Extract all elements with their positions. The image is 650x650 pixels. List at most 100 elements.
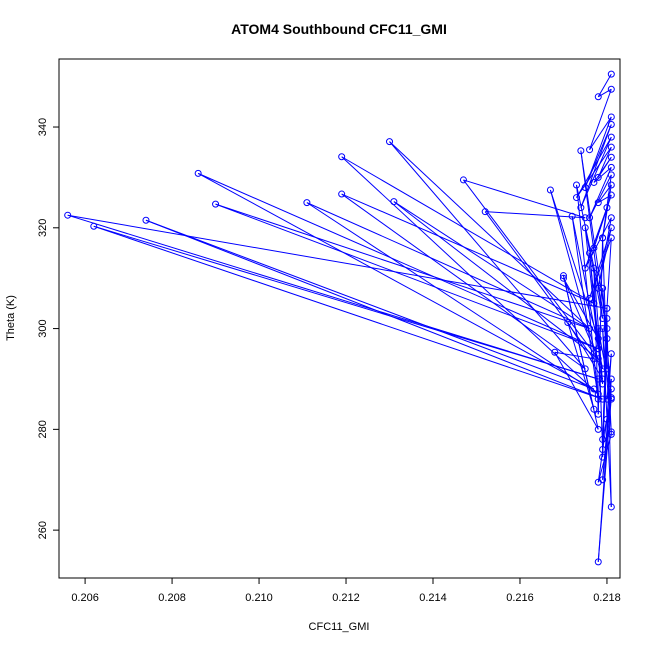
series-segment bbox=[589, 167, 612, 218]
series-segment bbox=[389, 141, 590, 329]
data-point bbox=[607, 113, 615, 121]
data-point bbox=[607, 234, 615, 242]
data-point bbox=[386, 138, 394, 146]
data-point bbox=[481, 208, 489, 216]
series-segment bbox=[580, 150, 604, 319]
series-segment bbox=[484, 211, 595, 360]
series-segment bbox=[602, 184, 612, 238]
data-point bbox=[577, 204, 585, 212]
series-segment bbox=[567, 322, 595, 410]
data-point bbox=[607, 350, 615, 358]
chart-title: ATOM4 Southbound CFC11_GMI bbox=[231, 21, 447, 37]
data-point bbox=[594, 93, 602, 101]
data-point bbox=[594, 345, 602, 353]
x-tick-label: 0.210 bbox=[245, 592, 273, 604]
data-point bbox=[586, 249, 594, 257]
series-segment bbox=[197, 172, 599, 350]
series-segment bbox=[576, 184, 599, 400]
x-axis: 0.206 0.208 0.210 0.212 0.214 0.216 0.218 bbox=[71, 577, 621, 604]
series-segment bbox=[67, 214, 608, 309]
data-point bbox=[594, 558, 602, 566]
data-point bbox=[586, 325, 594, 333]
data-point bbox=[599, 453, 607, 461]
data-point bbox=[581, 224, 589, 232]
series-segment bbox=[580, 136, 612, 208]
data-point bbox=[603, 304, 611, 312]
data-point bbox=[559, 272, 567, 280]
series-segment bbox=[602, 328, 612, 432]
series-segment bbox=[576, 184, 608, 329]
data-point bbox=[599, 375, 607, 383]
series-segment bbox=[306, 202, 590, 330]
series-segment bbox=[589, 174, 612, 218]
data-point bbox=[594, 325, 602, 333]
x-tick-label: 0.218 bbox=[593, 592, 621, 604]
data-point bbox=[594, 355, 602, 363]
data-point bbox=[594, 335, 602, 343]
data-point bbox=[459, 176, 467, 184]
data-point bbox=[607, 143, 615, 151]
y-tick-label: 260 bbox=[37, 521, 49, 539]
series-segment bbox=[554, 352, 599, 430]
data-point bbox=[603, 325, 611, 333]
data-point bbox=[594, 284, 602, 292]
series-segment bbox=[554, 351, 594, 360]
data-point bbox=[607, 214, 615, 222]
data-point bbox=[303, 199, 311, 207]
data-point bbox=[599, 380, 607, 388]
data-point bbox=[590, 244, 598, 252]
y-tick-label: 280 bbox=[37, 420, 49, 438]
data-point bbox=[594, 395, 602, 403]
data-point bbox=[594, 390, 602, 398]
data-point bbox=[607, 85, 615, 93]
data-point bbox=[142, 216, 150, 224]
data-point bbox=[594, 199, 602, 207]
data-point bbox=[590, 299, 598, 307]
data-point bbox=[607, 191, 615, 199]
data-point bbox=[338, 153, 346, 161]
data-point bbox=[599, 476, 607, 484]
data-point bbox=[390, 198, 398, 206]
data-point bbox=[607, 375, 615, 383]
data-point bbox=[603, 335, 611, 343]
data-point bbox=[577, 147, 585, 155]
data-point bbox=[594, 425, 602, 433]
data-point bbox=[573, 181, 581, 189]
series-segment bbox=[93, 225, 599, 380]
series-segment bbox=[589, 116, 612, 150]
series-segment bbox=[341, 193, 595, 304]
y-axis-label: Theta (K) bbox=[5, 295, 17, 341]
data-point bbox=[607, 428, 615, 436]
data-point bbox=[594, 173, 602, 181]
data-point bbox=[581, 264, 589, 272]
data-point bbox=[568, 212, 576, 220]
data-point bbox=[590, 385, 598, 393]
data-point bbox=[607, 163, 615, 171]
data-point bbox=[338, 190, 346, 198]
series-segment bbox=[584, 217, 612, 269]
y-tick-label: 340 bbox=[37, 118, 49, 136]
x-tick-label: 0.212 bbox=[332, 592, 360, 604]
data-point bbox=[607, 181, 615, 189]
x-axis-label: CFC11_GMI bbox=[309, 621, 370, 633]
data-point bbox=[546, 186, 554, 194]
data-point bbox=[590, 405, 598, 413]
series-segment bbox=[597, 73, 612, 98]
data-point bbox=[564, 319, 572, 327]
data-point bbox=[581, 183, 589, 191]
series-segment bbox=[589, 89, 612, 150]
data-point bbox=[551, 348, 559, 356]
series-segment bbox=[598, 88, 612, 98]
series-segment bbox=[463, 179, 586, 219]
data-point bbox=[607, 224, 615, 232]
series-segment bbox=[597, 328, 604, 450]
data-point bbox=[590, 264, 598, 272]
series-segment bbox=[389, 141, 586, 370]
data-point bbox=[603, 204, 611, 212]
data-point bbox=[603, 395, 611, 403]
data-point bbox=[607, 430, 615, 438]
data-point bbox=[573, 194, 581, 202]
x-tick-label: 0.206 bbox=[71, 592, 99, 604]
